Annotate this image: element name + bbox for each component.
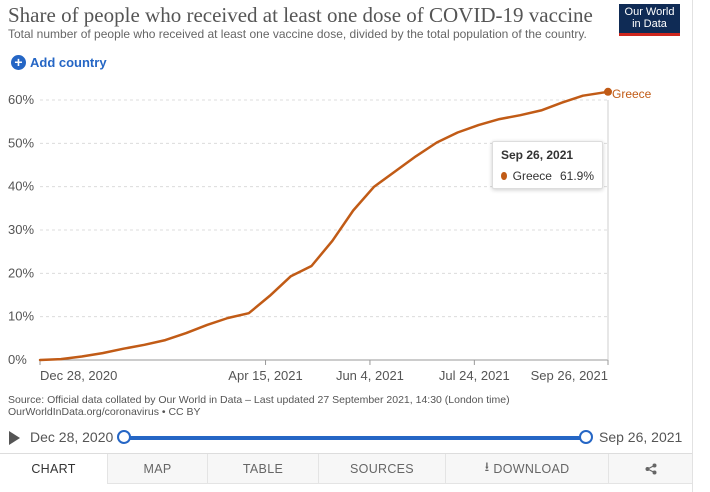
x-tick-label: Sep 26, 2021 (531, 368, 608, 383)
tab-map[interactable]: MAP (107, 454, 207, 484)
source-line-1: Source: Official data collated by Our Wo… (8, 394, 510, 406)
x-tick-label: Jul 24, 2021 (439, 368, 510, 383)
tab-table[interactable]: TABLE (207, 454, 318, 484)
timeline-end-label: Sep 26, 2021 (599, 429, 683, 445)
chart-subtitle: Total number of people who received at l… (8, 27, 587, 41)
play-icon[interactable] (9, 431, 20, 445)
logo-accent-bar (619, 33, 680, 36)
x-tick-label: Dec 28, 2020 (40, 368, 117, 383)
y-tick-label: 60% (8, 92, 34, 107)
tooltip-date: Sep 26, 2021 (501, 148, 574, 162)
series-end-marker (604, 87, 612, 96)
source-line-2[interactable]: OurWorldInData.org/coronavirus • CC BY (8, 406, 201, 418)
download-icon: ⭳ (484, 458, 490, 474)
tooltip-country: Greece (512, 169, 552, 183)
add-country-button[interactable]: + Add country (11, 55, 107, 70)
chart-title: Share of people who received at least on… (8, 3, 593, 27)
timeline-start-handle[interactable] (117, 430, 131, 444)
tooltip-row: Greece 61.9% (501, 169, 594, 183)
x-tick-label: Apr 15, 2021 (228, 368, 302, 383)
y-tick-label: 20% (8, 265, 34, 280)
y-tick-label: 40% (8, 179, 34, 194)
timeline-end-handle[interactable] (579, 430, 593, 444)
logo-line-2: in Data (632, 18, 667, 30)
timeline-track[interactable] (124, 436, 586, 440)
series-color-dot (501, 172, 507, 180)
y-tick-label: 30% (8, 222, 34, 237)
tab-download-label: DOWNLOAD (493, 461, 570, 476)
tab-sources[interactable]: SOURCES (318, 454, 445, 484)
timeline: Dec 28, 2020 Sep 26, 2021 (0, 426, 692, 448)
y-tick-label: 0% (8, 352, 27, 367)
tab-chart[interactable]: CHART (0, 454, 107, 484)
tab-bar: CHART MAP TABLE SOURCES ⭳ DOWNLOAD (0, 453, 692, 484)
plus-icon: + (11, 55, 26, 70)
logo-line-1: Our World (624, 6, 675, 18)
chart-tooltip: Sep 26, 2021 Greece 61.9% (492, 141, 603, 189)
chart-frame: Share of people who received at least on… (0, 0, 693, 492)
y-tick-label: 10% (8, 309, 34, 324)
source-note: Source: Official data collated by Our Wo… (8, 394, 608, 418)
share-icon (645, 463, 656, 474)
series-line-greece (38, 90, 610, 362)
tab-download[interactable]: ⭳ DOWNLOAD (445, 454, 608, 484)
tooltip-value: 61.9% (559, 169, 594, 183)
add-country-label: Add country (30, 55, 107, 70)
timeline-start-label: Dec 28, 2020 (30, 429, 114, 445)
owid-logo[interactable]: Our World in Data (619, 4, 680, 36)
y-tick-label: 50% (8, 135, 34, 150)
tab-share[interactable] (608, 454, 692, 484)
x-tick-label: Jun 4, 2021 (336, 368, 404, 383)
line-chart[interactable]: 0% 10% 20% 30% 40% 50% 60% Dec 28, 2020 Apr 15, … (0, 80, 692, 385)
series-end-label: Greece (612, 87, 652, 101)
